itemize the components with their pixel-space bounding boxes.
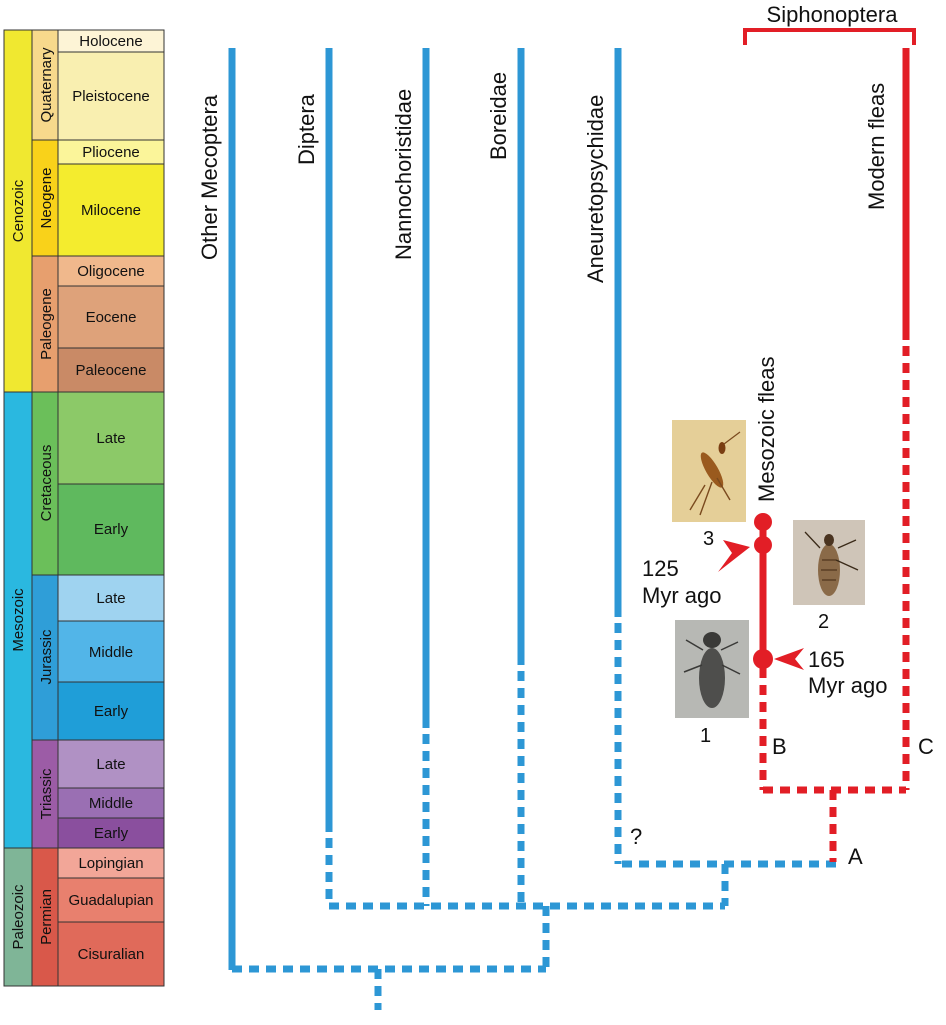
era-label-mesozoic: Mesozoic <box>10 588 27 652</box>
epoch-label-jurassic-early: Early <box>94 703 129 720</box>
epoch-label-pleistocene: Pleistocene <box>72 88 150 105</box>
siphonoptera-bracket <box>743 28 916 45</box>
label-diptera: Diptera <box>294 93 319 165</box>
epoch-lopingian <box>57 847 165 879</box>
era-paleozoic <box>3 847 33 987</box>
epoch-label-jurassic-middle: Middle <box>89 644 133 661</box>
fossil-photo-2 <box>793 520 865 605</box>
epoch-pliocene <box>57 139 165 165</box>
fossil-label-2: 2 <box>818 611 829 633</box>
age-165-number: 165 <box>808 647 845 672</box>
label-modern-fleas: Modern fleas <box>864 83 889 210</box>
fossil-photo-1 <box>675 620 749 718</box>
period-label-cretaceous: Cretaceous <box>38 445 55 522</box>
label-mesozoic-fleas: Mesozoic fleas <box>754 356 779 502</box>
label-nannochoristidae: Nannochoristidae <box>391 89 416 260</box>
red-dotted-connectors <box>759 346 910 862</box>
epoch-jurassic-early <box>57 681 165 741</box>
blue-dotted-connectors <box>232 623 836 1010</box>
node-b-label: B <box>772 734 787 759</box>
epoch-triassic-late <box>57 739 165 789</box>
period-permian <box>31 847 59 987</box>
epoch-label-milocene: Milocene <box>81 202 141 219</box>
epoch-triassic-early <box>57 817 165 849</box>
age-125-number: 125 <box>642 556 679 581</box>
era-cenozoic <box>3 29 33 393</box>
epoch-label-pliocene: Pliocene <box>82 144 140 161</box>
epoch-oligocene <box>57 255 165 287</box>
period-label-neogene: Neogene <box>38 168 55 229</box>
node-c-label: C <box>918 734 934 759</box>
age-125-unit: Myr ago <box>642 583 721 608</box>
label-boreidae: Boreidae <box>486 72 511 160</box>
period-label-paleogene: Paleogene <box>38 288 55 360</box>
fossil-dot-125 <box>754 536 772 554</box>
epoch-cretaceous-early <box>57 483 165 576</box>
epoch-label-triassic-middle: Middle <box>89 795 133 812</box>
epoch-jurassic-middle <box>57 620 165 683</box>
blue-lineages <box>228 48 622 970</box>
age-165-unit: Myr ago <box>808 673 887 698</box>
fossil-dot-3 <box>754 513 772 531</box>
period-label-triassic: Triassic <box>38 768 55 820</box>
geologic-timescale: Cenozoic Mesozoic Paleozoic Quaternary N… <box>3 29 165 987</box>
question-mark: ? <box>630 824 642 849</box>
arrow-125-icon <box>718 540 750 572</box>
epoch-milocene <box>57 163 165 257</box>
epoch-label-guadalupian: Guadalupian <box>68 892 153 909</box>
epoch-triassic-middle <box>57 787 165 819</box>
epoch-label-cretaceous-late: Late <box>96 430 125 447</box>
epoch-guadalupian <box>57 877 165 923</box>
epoch-label-lopingian: Lopingian <box>78 855 143 872</box>
label-aneuretopsychidae: Aneuretopsychidae <box>583 95 608 283</box>
period-label-quaternary: Quaternary <box>38 47 55 123</box>
epoch-label-cretaceous-early: Early <box>94 521 129 538</box>
epoch-label-eocene: Eocene <box>86 309 137 326</box>
era-label-cenozoic: Cenozoic <box>10 179 27 242</box>
node-a-label: A <box>848 844 863 869</box>
label-other-mecoptera: Other Mecoptera <box>197 94 222 260</box>
era-label-paleozoic: Paleozoic <box>10 884 27 950</box>
fossil-label-3: 3 <box>703 528 714 550</box>
epoch-label-triassic-early: Early <box>94 825 129 842</box>
period-paleogene <box>31 255 59 393</box>
epoch-label-paleocene: Paleocene <box>76 362 147 379</box>
epoch-cisuralian <box>57 921 165 987</box>
epoch-cretaceous-late <box>57 391 165 485</box>
period-jurassic <box>31 574 59 741</box>
epoch-label-jurassic-late: Late <box>96 590 125 607</box>
label-siphonoptera: Siphonoptera <box>767 2 899 27</box>
epoch-jurassic-late <box>57 574 165 622</box>
epoch-eocene <box>57 285 165 349</box>
epoch-paleocene <box>57 347 165 393</box>
era-mesozoic <box>3 391 33 849</box>
epoch-label-cisuralian: Cisuralian <box>78 946 145 963</box>
arrow-165-icon <box>774 648 804 670</box>
epoch-label-triassic-late: Late <box>96 756 125 773</box>
fossil-dot-165 <box>753 649 773 669</box>
epoch-label-oligocene: Oligocene <box>77 263 145 280</box>
period-label-jurassic: Jurassic <box>38 629 55 685</box>
period-label-permian: Permian <box>38 889 55 945</box>
fossil-label-1: 1 <box>700 725 711 747</box>
epoch-label-holocene: Holocene <box>79 33 142 50</box>
fossil-photo-3 <box>672 420 746 522</box>
